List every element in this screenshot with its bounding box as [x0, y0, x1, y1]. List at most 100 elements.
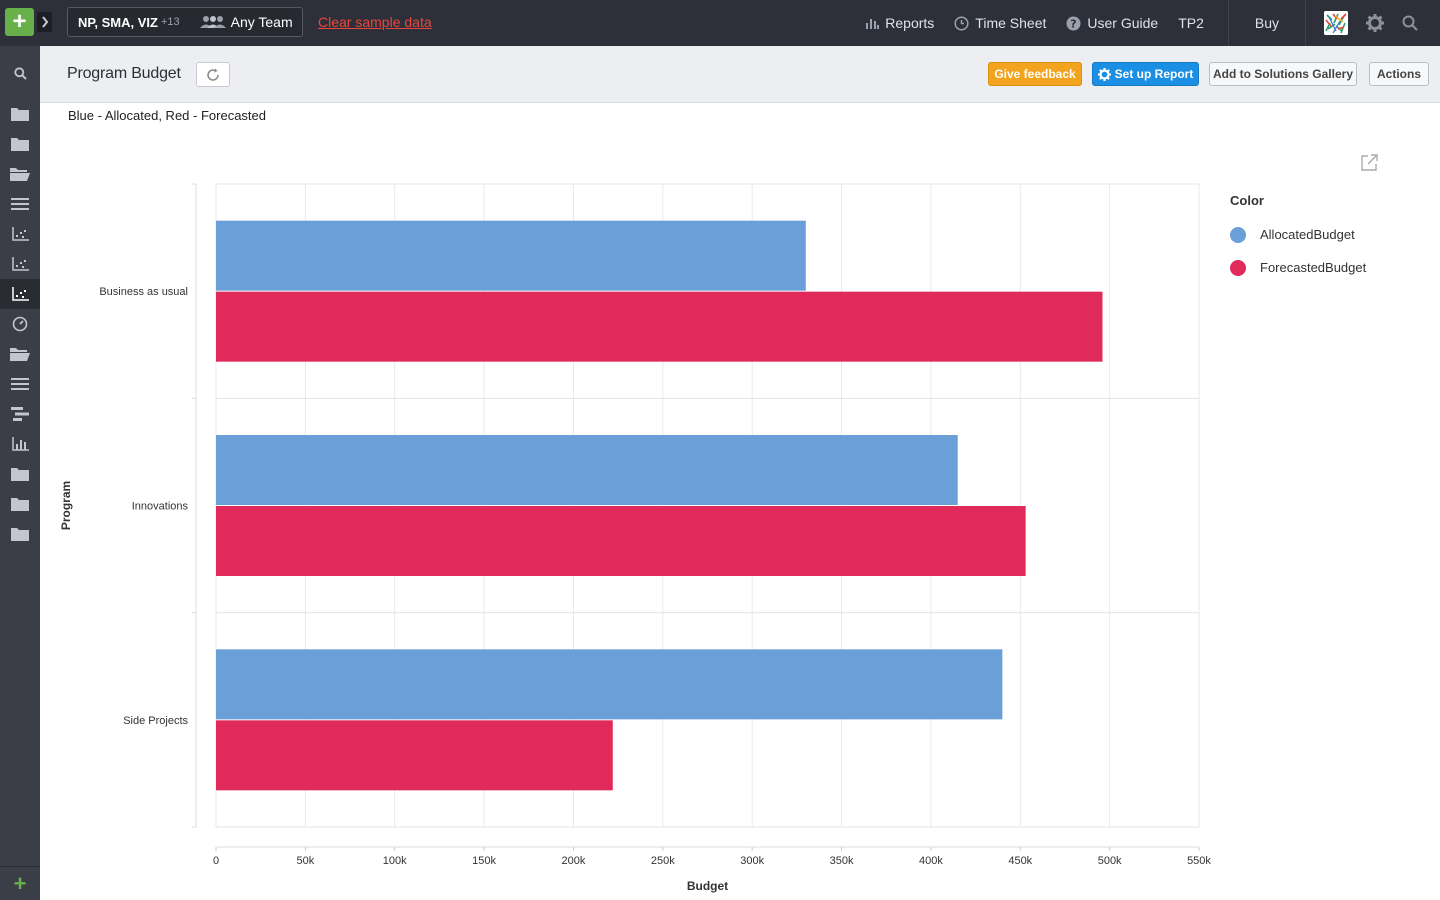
x-tick-label: 200k	[562, 855, 586, 867]
help-icon: ?	[1066, 16, 1081, 30]
report-header: Program Budget Give feedback Set up Repo…	[40, 46, 1440, 103]
clock-icon	[954, 15, 969, 31]
sidebar-item-folder-5[interactable]	[0, 519, 40, 549]
external-link-icon	[1361, 154, 1378, 171]
dashboard-icon	[12, 316, 28, 332]
nav-separator	[1305, 0, 1306, 46]
folder-open-icon	[10, 348, 30, 361]
nav-user-guide[interactable]: ? User Guide	[1066, 15, 1158, 31]
refresh-button[interactable]	[196, 62, 230, 87]
avatar-image-icon	[1324, 11, 1348, 35]
clear-sample-data-link[interactable]: Clear sample data	[318, 14, 432, 30]
legend-item-forecasted[interactable]: ForecastedBudget	[1230, 259, 1366, 276]
settings-button[interactable]	[1366, 14, 1384, 32]
legend-item-allocated[interactable]: AllocatedBudget	[1230, 226, 1366, 243]
nav-timesheet[interactable]: Time Sheet	[954, 15, 1046, 31]
y-tick-label: Side Projects	[123, 715, 188, 727]
actions-button[interactable]: Actions	[1369, 62, 1429, 86]
gear-icon	[1097, 67, 1111, 81]
chart-icon	[11, 287, 29, 301]
report-description: Blue - Allocated, Red - Forecasted	[68, 108, 266, 123]
legend-swatch-forecasted	[1230, 259, 1246, 276]
nav-user-guide-label: User Guide	[1087, 15, 1159, 31]
folder-icon	[11, 108, 29, 121]
x-tick-label: 300k	[740, 855, 764, 867]
x-axis-title: Budget	[687, 879, 728, 893]
legend-swatch-allocated	[1230, 226, 1246, 243]
budget-bar-chart: Business as usual Innovations Side Project…	[59, 183, 1211, 893]
expand-sidebar-button[interactable]	[37, 12, 52, 32]
sidebar-item-folder-4[interactable]	[0, 489, 40, 519]
list-icon	[11, 378, 29, 390]
chart-icon	[11, 257, 29, 271]
folder-open-icon	[10, 168, 30, 181]
nav-tp2[interactable]: TP2	[1178, 15, 1204, 31]
nav-reports-label: Reports	[885, 15, 935, 31]
x-tick-label: 150k	[472, 855, 496, 867]
timeline-icon	[11, 407, 29, 421]
open-external-button[interactable]	[1360, 154, 1378, 177]
x-tick-label: 450k	[1008, 855, 1032, 867]
workspace-projects: NP, SMA, VIZ	[78, 14, 158, 30]
sidebar-add-button[interactable]: +	[0, 866, 40, 900]
x-tick-label: 0	[213, 855, 219, 867]
refresh-icon	[207, 68, 219, 81]
sidebar-item-dashboard[interactable]	[0, 309, 40, 339]
x-tick-label: 550k	[1187, 855, 1211, 867]
list-icon	[11, 198, 29, 210]
sidebar-item-folder-3[interactable]	[0, 459, 40, 489]
left-sidebar: +	[0, 46, 40, 900]
search-icon	[1402, 15, 1418, 31]
legend-label-forecasted: ForecastedBudget	[1260, 260, 1367, 275]
y-tick-label: Business as usual	[99, 286, 188, 298]
folder-icon	[11, 498, 29, 511]
sidebar-item-folder-2[interactable]	[0, 129, 40, 159]
bar-forecastedbudget-2	[216, 720, 613, 791]
search-button[interactable]	[1402, 15, 1418, 31]
x-tick-label: 100k	[383, 855, 407, 867]
setup-report-label: Set up Report	[1114, 67, 1194, 81]
sidebar-item-timeline[interactable]	[0, 399, 40, 429]
setup-report-button[interactable]: Set up Report	[1092, 62, 1199, 86]
nav-separator	[1227, 0, 1229, 46]
svg-text:?: ?	[1071, 17, 1077, 30]
bar-allocatedbudget-0	[216, 220, 806, 291]
sidebar-item-chart-1[interactable]	[0, 219, 40, 249]
create-button[interactable]: +	[5, 8, 34, 36]
legend-label-allocated: AllocatedBudget	[1260, 227, 1355, 242]
chart-legend: Color AllocatedBudget ForecastedBudget	[1230, 193, 1366, 292]
folder-icon	[11, 468, 29, 481]
add-to-gallery-button[interactable]: Add to Solutions Gallery	[1209, 62, 1357, 86]
nav-buy[interactable]: Buy	[1254, 15, 1279, 31]
avatar[interactable]	[1324, 11, 1348, 35]
team-icon	[199, 16, 226, 28]
x-tick-label: 400k	[919, 855, 943, 867]
folder-icon	[11, 528, 29, 541]
gear-icon	[1366, 14, 1384, 32]
nav-reports[interactable]: Reports	[865, 15, 934, 31]
bar-forecastedbudget-1	[216, 506, 1026, 576]
sidebar-item-folder-open-2[interactable]	[0, 339, 40, 369]
sidebar-search[interactable]	[0, 58, 40, 88]
team-selector[interactable]: Any Team	[199, 14, 293, 30]
chart-icon	[11, 227, 29, 241]
top-bar: + NP, SMA, VIZ +13 Any Team Clear sample…	[0, 0, 1440, 46]
reports-icon	[866, 19, 880, 29]
sidebar-item-chart-2[interactable]	[0, 249, 40, 279]
sidebar-item-folder-1[interactable]	[0, 99, 40, 129]
sidebar-item-list-1[interactable]	[0, 189, 40, 219]
sidebar-item-bar-chart[interactable]	[0, 429, 40, 459]
sidebar-item-folder-open-1[interactable]	[0, 159, 40, 189]
y-axis-title: Program	[59, 481, 73, 530]
sidebar-item-chart-active[interactable]	[0, 279, 40, 309]
x-tick-label: 50k	[296, 855, 314, 867]
chevron-right-icon	[41, 16, 48, 28]
sidebar-item-list-2[interactable]	[0, 369, 40, 399]
bar-chart-icon	[11, 437, 29, 451]
give-feedback-button[interactable]: Give feedback	[988, 62, 1082, 86]
bar-allocatedbudget-1	[216, 435, 958, 505]
workspace-selector[interactable]: NP, SMA, VIZ +13 Any Team	[67, 7, 303, 37]
workspace-more-count: +13	[160, 16, 180, 28]
bar-forecastedbudget-0	[216, 291, 1103, 362]
bar-allocatedbudget-2	[216, 649, 1003, 720]
